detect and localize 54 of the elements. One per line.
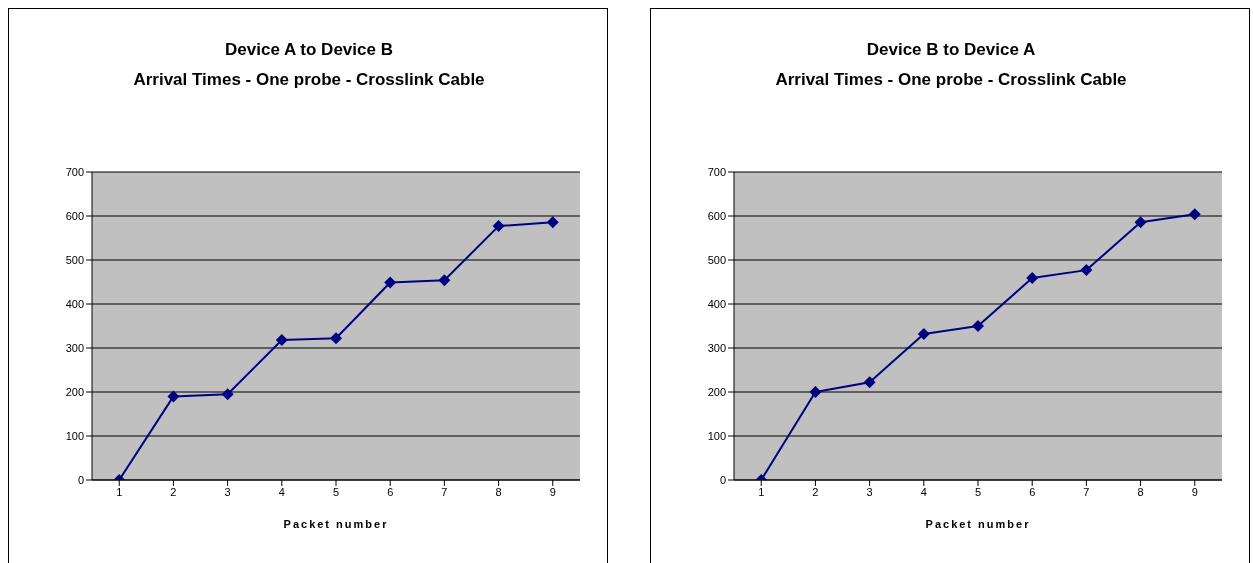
- point: [1188, 208, 1201, 221]
- y-tick-label: 0: [719, 473, 726, 486]
- x-tick-label: 7: [1083, 485, 1090, 498]
- x-tick-label: 2: [812, 485, 819, 498]
- y-tick-label: 100: [707, 429, 726, 442]
- x-tick-label: 5: [974, 485, 982, 498]
- point: [546, 216, 559, 229]
- x-tick-label: 4: [920, 485, 927, 498]
- y-tick-label: 400: [707, 297, 726, 310]
- x-tick-label: 1: [758, 485, 765, 498]
- point: [330, 332, 342, 345]
- chart-title: Device A to Device B Arrival Times - One probe - Crosslink Cable: [132, 39, 486, 91]
- point: [1026, 272, 1039, 285]
- x-tick-label: 3: [866, 485, 873, 498]
- x-tick-label: 2: [170, 485, 177, 498]
- x-tick-label: 8: [1137, 485, 1144, 498]
- x-tick-label: 9: [549, 485, 556, 498]
- y-tick-label: 500: [707, 253, 726, 266]
- point: [917, 327, 930, 340]
- x-tick-label: 7: [441, 485, 448, 498]
- point: [221, 388, 234, 401]
- y-tick-label: 700: [707, 165, 726, 178]
- x-tick-label: 3: [224, 485, 231, 498]
- x-axis-title: Packet number: [925, 518, 1031, 530]
- chart-title: Device B to Device A Arrival Times - One probe - Crosslink Cable: [774, 39, 1128, 91]
- point: [1134, 216, 1147, 229]
- x-axis-title: Packet number: [283, 518, 389, 530]
- x-tick-label: 8: [495, 485, 502, 498]
- y-tick-label: 500: [65, 253, 84, 266]
- y-tick-label: 200: [707, 385, 726, 398]
- point: [972, 320, 984, 332]
- x-tick-label: 6: [1029, 485, 1036, 498]
- y-tick-label: 300: [65, 341, 84, 354]
- x-tick-label: 1: [116, 485, 123, 498]
- x-tick-label: 5: [332, 485, 340, 498]
- x-tick-label: 4: [278, 485, 285, 498]
- y-tick-label: 200: [65, 385, 84, 398]
- y-tick-label: 700: [65, 165, 84, 178]
- point: [809, 386, 822, 398]
- y-tick-label: 400: [65, 297, 84, 310]
- x-tick-label: 6: [387, 485, 394, 498]
- y-tick-label: 0: [77, 473, 84, 486]
- point: [438, 274, 451, 287]
- y-tick-label: 300: [707, 341, 726, 354]
- point: [492, 220, 505, 233]
- x-tick-label: 9: [1191, 485, 1198, 498]
- point: [1080, 264, 1093, 277]
- y-tick-label: 600: [707, 209, 726, 222]
- point: [275, 334, 288, 347]
- point: [384, 276, 397, 289]
- point: [863, 376, 876, 389]
- y-tick-label: 600: [65, 209, 84, 222]
- y-tick-label: 100: [65, 429, 84, 442]
- point: [167, 390, 180, 403]
